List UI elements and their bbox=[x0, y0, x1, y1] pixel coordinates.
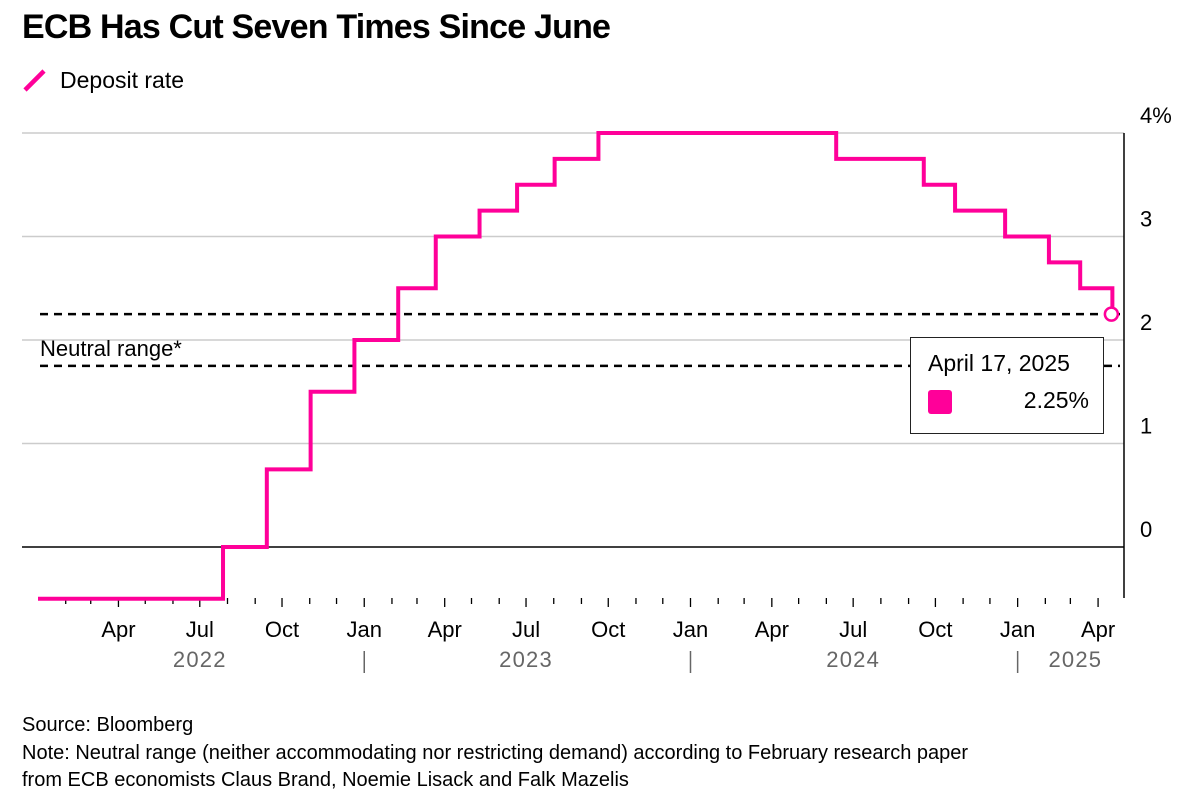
highlight-marker bbox=[1103, 306, 1120, 322]
x-tick-label: Apr bbox=[1081, 617, 1115, 642]
chart-title: ECB Has Cut Seven Times Since June bbox=[22, 8, 611, 46]
x-tick-label: Jan bbox=[1000, 617, 1035, 642]
x-tick-label: Apr bbox=[755, 617, 789, 642]
y-tick-label: 3 bbox=[1140, 207, 1152, 232]
x-tick-label: Jan bbox=[673, 617, 708, 642]
legend-label: Deposit rate bbox=[60, 66, 185, 93]
y-tick-label: 2 bbox=[1140, 310, 1152, 335]
x-tick-label: Jul bbox=[512, 617, 540, 642]
year-label: 2023 bbox=[499, 647, 553, 672]
tooltip-date: April 17, 2025 bbox=[928, 350, 1070, 376]
footnote-line-1: Note: Neutral range (neither accommodati… bbox=[22, 741, 969, 764]
x-tick-label: Jan bbox=[347, 617, 382, 642]
footer: Source: Bloomberg Note: Neutral range (n… bbox=[22, 712, 968, 795]
footnote-line-2: from ECB economists Claus Brand, Noemie … bbox=[22, 769, 629, 791]
x-tick-label: Jul bbox=[186, 617, 214, 642]
y-tick-label: 1 bbox=[1140, 414, 1152, 439]
tooltip: April 17, 2025 2.25% bbox=[910, 337, 1104, 434]
tooltip-value: 2.25% bbox=[1023, 387, 1089, 413]
x-tick-label: Apr bbox=[101, 617, 135, 642]
x-tick-label: Jul bbox=[839, 617, 867, 642]
deposit-rate-line bbox=[38, 131, 1115, 601]
x-tick-label: Oct bbox=[591, 617, 625, 642]
legend-line-icon bbox=[22, 67, 48, 93]
x-tick-label: Apr bbox=[428, 617, 462, 642]
year-label: 2025 bbox=[1048, 647, 1102, 672]
year-label: 2022 bbox=[173, 647, 227, 672]
tooltip-swatch bbox=[928, 390, 952, 414]
source-note: Source: Bloomberg bbox=[22, 714, 194, 736]
year-label: 2024 bbox=[826, 647, 880, 672]
x-tick-label: Oct bbox=[918, 617, 952, 642]
x-tick-label: Oct bbox=[265, 617, 299, 642]
legend: Deposit rate bbox=[22, 64, 184, 96]
neutral-range-label: Neutral range* bbox=[40, 336, 182, 361]
y-tick-label: 0 bbox=[1140, 517, 1152, 542]
y-tick-label: 4% bbox=[1140, 103, 1172, 128]
